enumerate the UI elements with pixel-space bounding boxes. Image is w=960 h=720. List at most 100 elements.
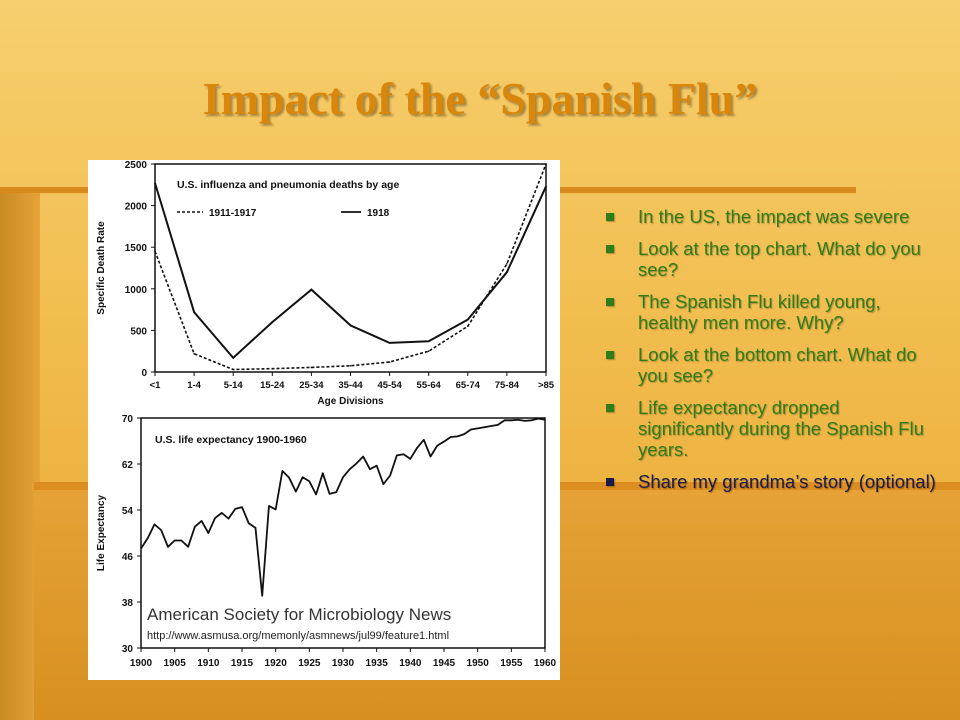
bottom-y-tick-label: 38 [122,598,134,609]
data-point [497,424,499,426]
data-point [221,512,223,514]
bullet-text: Share my grandma’s story (optional) [638,471,936,492]
data-point [349,468,351,470]
data-point [201,520,203,522]
data-point [467,318,469,321]
data-point [268,505,270,507]
top-x-tick-label: 15-24 [260,380,285,391]
bottom-x-tick-label: 1945 [433,658,456,669]
data-point [463,433,465,435]
data-point [349,364,352,367]
data-point [369,468,371,470]
data-point [506,263,508,265]
data-point [388,342,391,344]
top-x-tick-label: 25-34 [299,380,324,391]
data-point [153,523,156,525]
bottom-x-tick-label: 1935 [366,658,389,669]
bullet-item: Look at the top chart. What do you see? [606,238,936,280]
data-point [450,436,452,438]
bottom-y-tick-label: 62 [122,460,134,471]
data-point [322,472,324,474]
data-point [506,271,508,273]
data-point [349,324,352,327]
data-point [193,311,195,313]
data-point [310,366,313,369]
bullet-item: Share my grandma’s story (optional) [606,471,936,492]
data-point [427,340,430,343]
data-point [436,445,438,447]
top-plot-frame [154,163,547,373]
source-annotation: American Society for Microbiology News [147,605,451,624]
bottom-x-tick-label: 1930 [332,658,355,669]
data-point [382,483,384,485]
bullet-item: Life expectancy dropped significantly du… [606,397,936,460]
bottom-x-tick-label: 1915 [231,658,254,669]
data-point [335,491,337,493]
data-point [545,185,547,188]
square-bullet-icon [606,478,614,486]
bottom-x-tick-label: 1920 [265,658,288,669]
data-point [517,419,519,421]
data-point [524,420,526,422]
top-y-tick-label: 500 [130,326,147,337]
data-point [180,539,182,542]
square-bullet-icon [606,351,614,359]
data-point [403,453,405,455]
square-bullet-icon [606,298,614,306]
top-x-tick-label: >85 [538,380,555,391]
data-point [456,435,459,437]
bottom-chart-title: U.S. life expectancy 1900-1960 [155,434,307,446]
bottom-x-tick-label: 1910 [197,658,220,669]
data-point [234,508,236,510]
bullet-item: In the US, the impact was severe [606,206,936,227]
square-bullet-icon [606,245,614,253]
data-point [416,447,418,449]
data-point [328,493,331,495]
top-x-tick-label: 35-44 [338,380,363,391]
data-point [241,506,243,508]
data-point [510,419,512,421]
data-point [342,476,344,478]
top-y-tick-label: 0 [141,368,147,379]
bottom-y-tick-label: 70 [122,414,134,425]
bottom-y-tick-label: 46 [122,552,134,563]
data-point [467,325,469,328]
data-point [443,440,445,443]
bullet-text: Look at the top chart. What do you see? [638,238,921,280]
data-point [174,539,176,542]
top-x-tick-label: 65-74 [456,380,481,391]
background-decor-left [0,190,40,720]
bottom-x-tick-label: 1950 [467,658,490,669]
data-point [140,547,142,550]
source-url: http://www.asmusa.org/memonly/asmnews/ju… [147,630,449,642]
data-point [376,465,378,467]
top-x-axis-label: Age Divisions [317,396,384,407]
data-point [232,368,234,371]
square-bullet-icon [606,404,614,412]
data-point [423,439,425,441]
data-point [261,595,263,597]
data-point [355,462,358,465]
bullet-text: In the US, the impact was severe [638,206,910,227]
bottom-x-tick-label: 1925 [298,658,321,669]
top-y-tick-label: 2500 [125,160,148,171]
top-x-tick-label: 5-14 [224,380,244,391]
data-point [490,425,492,427]
top-x-tick-label: 1-4 [187,380,201,391]
data-point [396,454,398,456]
data-point [470,428,472,431]
top-y-axis-label: Specific Death Rate [96,221,107,315]
bottom-y-axis-label: Life Expectancy [96,494,107,571]
data-point [295,491,297,493]
data-point [167,546,169,548]
data-point [315,493,317,496]
bullet-list: In the US, the impact was severe Look at… [606,206,936,503]
data-point [271,321,274,323]
top-y-tick-label: 1000 [125,285,148,296]
data-point [389,474,391,477]
data-point [537,417,539,420]
bottom-x-tick-label: 1900 [130,658,153,669]
legend-label: 1918 [367,208,390,219]
top-y-tick-label: 1500 [125,243,148,254]
data-point [160,529,162,531]
